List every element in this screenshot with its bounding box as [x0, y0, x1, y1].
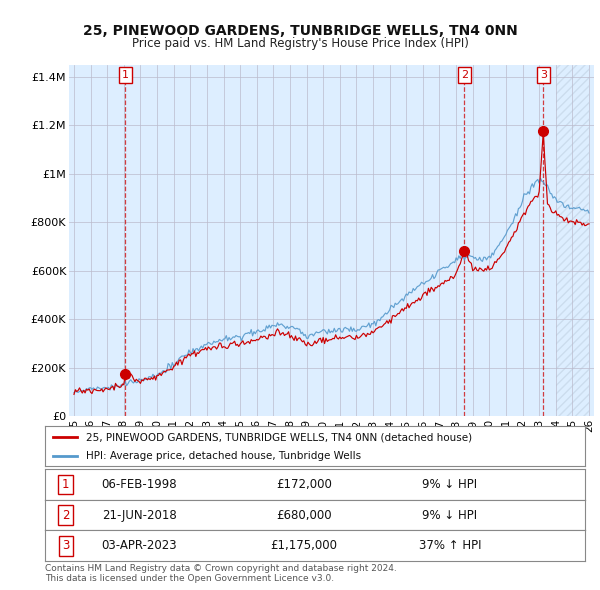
- Text: 3: 3: [62, 539, 69, 552]
- Text: 2: 2: [461, 70, 468, 80]
- Text: £680,000: £680,000: [277, 509, 332, 522]
- Text: 3: 3: [540, 70, 547, 80]
- Text: 2: 2: [62, 509, 69, 522]
- Text: 25, PINEWOOD GARDENS, TUNBRIDGE WELLS, TN4 0NN: 25, PINEWOOD GARDENS, TUNBRIDGE WELLS, T…: [83, 24, 517, 38]
- Text: 21-JUN-2018: 21-JUN-2018: [102, 509, 177, 522]
- Text: 37% ↑ HPI: 37% ↑ HPI: [419, 539, 481, 552]
- Text: 03-APR-2023: 03-APR-2023: [101, 539, 178, 552]
- Text: 06-FEB-1998: 06-FEB-1998: [101, 478, 178, 491]
- Text: 1: 1: [62, 478, 69, 491]
- Text: Price paid vs. HM Land Registry's House Price Index (HPI): Price paid vs. HM Land Registry's House …: [131, 37, 469, 50]
- Text: £1,175,000: £1,175,000: [271, 539, 338, 552]
- Text: HPI: Average price, detached house, Tunbridge Wells: HPI: Average price, detached house, Tunb…: [86, 451, 361, 461]
- Text: 9% ↓ HPI: 9% ↓ HPI: [422, 478, 478, 491]
- Text: 1: 1: [122, 70, 129, 80]
- Text: Contains HM Land Registry data © Crown copyright and database right 2024.
This d: Contains HM Land Registry data © Crown c…: [45, 564, 397, 584]
- Text: £172,000: £172,000: [276, 478, 332, 491]
- Text: 25, PINEWOOD GARDENS, TUNBRIDGE WELLS, TN4 0NN (detached house): 25, PINEWOOD GARDENS, TUNBRIDGE WELLS, T…: [86, 432, 472, 442]
- Text: 9% ↓ HPI: 9% ↓ HPI: [422, 509, 478, 522]
